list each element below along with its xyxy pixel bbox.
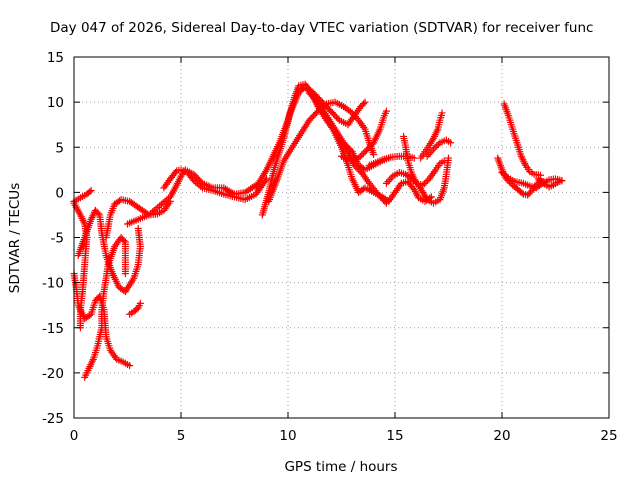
y-tick-label: -15 (42, 321, 64, 337)
x-tick-label: 15 (386, 428, 403, 444)
data-point (430, 145, 438, 153)
data-point (558, 177, 566, 185)
chart-title: Day 047 of 2026, Sidereal Day-to-day VTE… (50, 20, 593, 36)
data-point (356, 153, 364, 161)
data-point (355, 154, 363, 162)
data-point (503, 173, 511, 181)
y-tick-label: 5 (55, 140, 64, 156)
data-point (420, 180, 428, 188)
x-tick-label: 0 (70, 428, 79, 444)
data-point (94, 209, 102, 217)
data-point (438, 109, 446, 117)
data-point (189, 175, 197, 183)
data-point (361, 98, 369, 106)
data-point (447, 139, 455, 147)
data-point (120, 237, 128, 245)
data-point (370, 150, 378, 158)
data-point (121, 270, 129, 278)
data-point (136, 299, 144, 307)
data-point (87, 187, 95, 195)
y-tick-label: -10 (42, 276, 64, 292)
data-point (422, 178, 430, 186)
data-points (70, 80, 566, 381)
data-point (360, 100, 368, 108)
data-point (440, 157, 448, 165)
x-tick-label: 10 (279, 428, 296, 444)
x-tick-label: 5 (177, 428, 186, 444)
data-point (134, 224, 142, 232)
data-point (358, 151, 366, 159)
data-point (409, 184, 417, 192)
data-point (86, 188, 94, 196)
data-point (539, 179, 547, 187)
axis-ticks: 0 5 10 15 20 25 -25 -20 -15 -10 -5 0 5 10 15 (42, 50, 618, 444)
data-point (434, 140, 442, 148)
data-point (410, 154, 418, 162)
y-tick-label: 0 (55, 185, 64, 201)
data-point (382, 199, 390, 207)
data-point (126, 362, 134, 370)
data-point (359, 149, 367, 157)
data-point (419, 181, 427, 189)
y-tick-label: -5 (51, 231, 64, 247)
x-tick-label: 20 (493, 428, 510, 444)
y-tick-label: -20 (42, 366, 64, 382)
y-tick-label: -25 (42, 411, 64, 427)
y-tick-label: 10 (47, 95, 64, 111)
data-point (197, 182, 205, 190)
data-point (346, 108, 354, 116)
data-point (313, 109, 321, 117)
data-point (518, 189, 526, 197)
data-point (382, 107, 390, 115)
data-point (445, 154, 452, 162)
x-axis-label: GPS time / hours (284, 459, 397, 475)
data-point (433, 142, 441, 150)
data-point (431, 143, 439, 151)
x-tick-label: 25 (600, 428, 617, 444)
data-point (115, 197, 123, 205)
data-point (381, 198, 389, 206)
y-tick-label: 15 (47, 50, 64, 66)
data-point (334, 115, 342, 123)
y-axis-label: SDTVAR / TECUs (7, 183, 23, 293)
